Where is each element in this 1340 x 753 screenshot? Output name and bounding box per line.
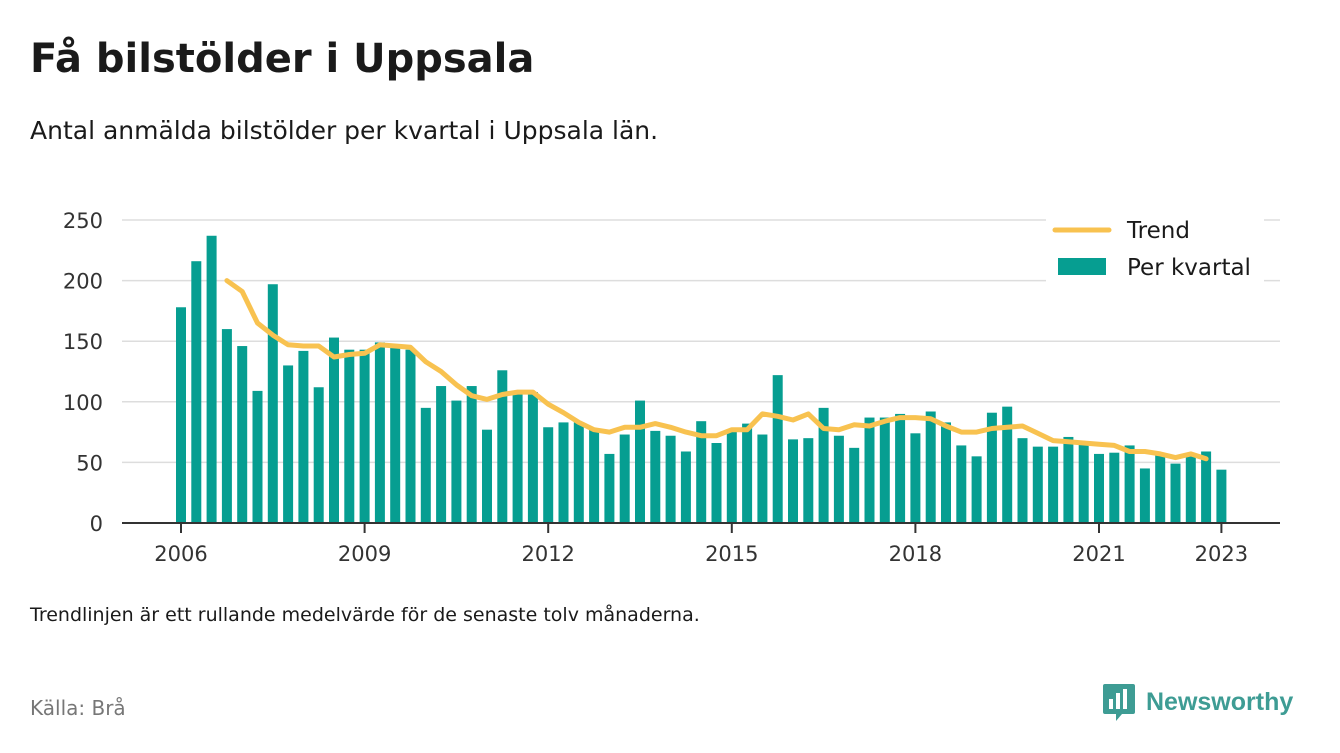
bar xyxy=(191,261,202,523)
bar xyxy=(313,387,324,523)
bar xyxy=(482,429,492,523)
legend-bar-label: Per kvartal xyxy=(1127,255,1251,281)
bar xyxy=(1185,456,1196,523)
bar xyxy=(788,439,798,523)
bar xyxy=(619,434,630,523)
y-tick-label: 200 xyxy=(63,270,103,294)
bar xyxy=(925,411,936,523)
bar xyxy=(910,433,921,523)
bar xyxy=(1063,436,1074,523)
brand-name: Newsworthy xyxy=(1146,687,1294,716)
bar xyxy=(420,407,431,523)
bar xyxy=(604,453,615,523)
legend-trend-label: Trend xyxy=(1126,218,1190,244)
bar xyxy=(803,438,814,523)
bar xyxy=(818,407,829,523)
bar xyxy=(344,349,355,523)
bar xyxy=(1216,469,1227,523)
legend-bar-swatch xyxy=(1058,258,1106,275)
bar xyxy=(956,445,967,523)
bar xyxy=(451,400,462,523)
legend: Trend Per kvartal xyxy=(1046,210,1264,284)
bar xyxy=(1139,468,1150,523)
trend-line xyxy=(224,278,1209,462)
bar xyxy=(1002,406,1013,523)
x-tick-label: 2021 xyxy=(1072,542,1125,566)
bar xyxy=(941,422,951,523)
bar xyxy=(267,284,278,523)
brand-logo: Newsworthy xyxy=(1102,682,1293,722)
bar xyxy=(1094,453,1104,523)
chart-subtitle: Antal anmälda bilstölder per kvartal i U… xyxy=(30,116,659,145)
bar xyxy=(879,417,890,523)
bar xyxy=(1078,443,1089,523)
bar xyxy=(864,417,875,523)
x-axis: 2006 2009 2012 2015 2018 2021 2023 xyxy=(154,523,1248,566)
bar-chart-speech-bubble-icon xyxy=(1103,684,1135,721)
bar xyxy=(589,428,600,523)
bar xyxy=(176,307,186,523)
x-tick-label: 2015 xyxy=(705,542,758,566)
x-tick-label: 2006 xyxy=(154,542,207,566)
bar xyxy=(390,346,401,523)
bar xyxy=(1048,446,1059,523)
bar xyxy=(221,329,232,523)
bar xyxy=(466,386,477,523)
bar xyxy=(497,370,508,523)
bar xyxy=(573,422,584,523)
bar xyxy=(711,443,722,523)
source-note: Källa: Brå xyxy=(30,696,126,720)
chart: 0 50 100 150 200 250 2006 2009 2012 2015 2018 2021… xyxy=(63,209,1280,566)
bar xyxy=(742,423,753,523)
bar xyxy=(374,342,385,523)
y-tick-label: 250 xyxy=(63,209,103,233)
y-tick-label: 50 xyxy=(76,451,103,475)
bar xyxy=(696,421,707,523)
bar xyxy=(237,346,248,523)
bar xyxy=(635,400,645,523)
chart-footnote: Trendlinjen är ett rullande medelvärde f… xyxy=(30,604,700,626)
bar xyxy=(206,235,217,524)
bar xyxy=(772,375,783,523)
bar xyxy=(512,392,523,523)
bar-series xyxy=(176,235,1227,524)
trend-series xyxy=(224,278,1209,462)
bar xyxy=(650,430,661,523)
bar xyxy=(1155,455,1166,523)
bar xyxy=(1017,438,1028,523)
x-tick-label: 2009 xyxy=(338,542,391,566)
bar xyxy=(849,447,860,523)
y-tick-label: 100 xyxy=(63,391,103,415)
y-tick-label: 0 xyxy=(90,512,103,536)
bar xyxy=(1170,463,1181,523)
bar xyxy=(1201,451,1212,523)
bar xyxy=(527,392,538,523)
bar xyxy=(665,435,676,523)
bar xyxy=(436,386,447,523)
bar xyxy=(1124,445,1135,523)
bar xyxy=(895,413,906,523)
bar xyxy=(558,422,569,523)
bar xyxy=(986,412,997,523)
x-tick-label: 2012 xyxy=(521,542,574,566)
bar xyxy=(726,429,737,523)
bar xyxy=(971,456,982,523)
bar xyxy=(329,337,339,523)
bar xyxy=(359,349,370,523)
bar xyxy=(833,435,844,523)
y-tick-label: 150 xyxy=(63,330,103,354)
y-axis: 0 50 100 150 200 250 xyxy=(63,209,103,536)
bar xyxy=(283,365,294,523)
chart-title: Få bilstölder i Uppsala xyxy=(30,36,535,82)
bar xyxy=(405,349,416,523)
x-tick-label: 2018 xyxy=(889,542,942,566)
bar xyxy=(757,434,768,523)
bar xyxy=(680,451,691,523)
bar xyxy=(298,350,309,523)
bar xyxy=(1109,452,1120,523)
bar xyxy=(1032,446,1043,523)
x-tick-label: 2023 xyxy=(1195,542,1248,566)
bar xyxy=(543,427,554,523)
bar xyxy=(252,390,263,523)
